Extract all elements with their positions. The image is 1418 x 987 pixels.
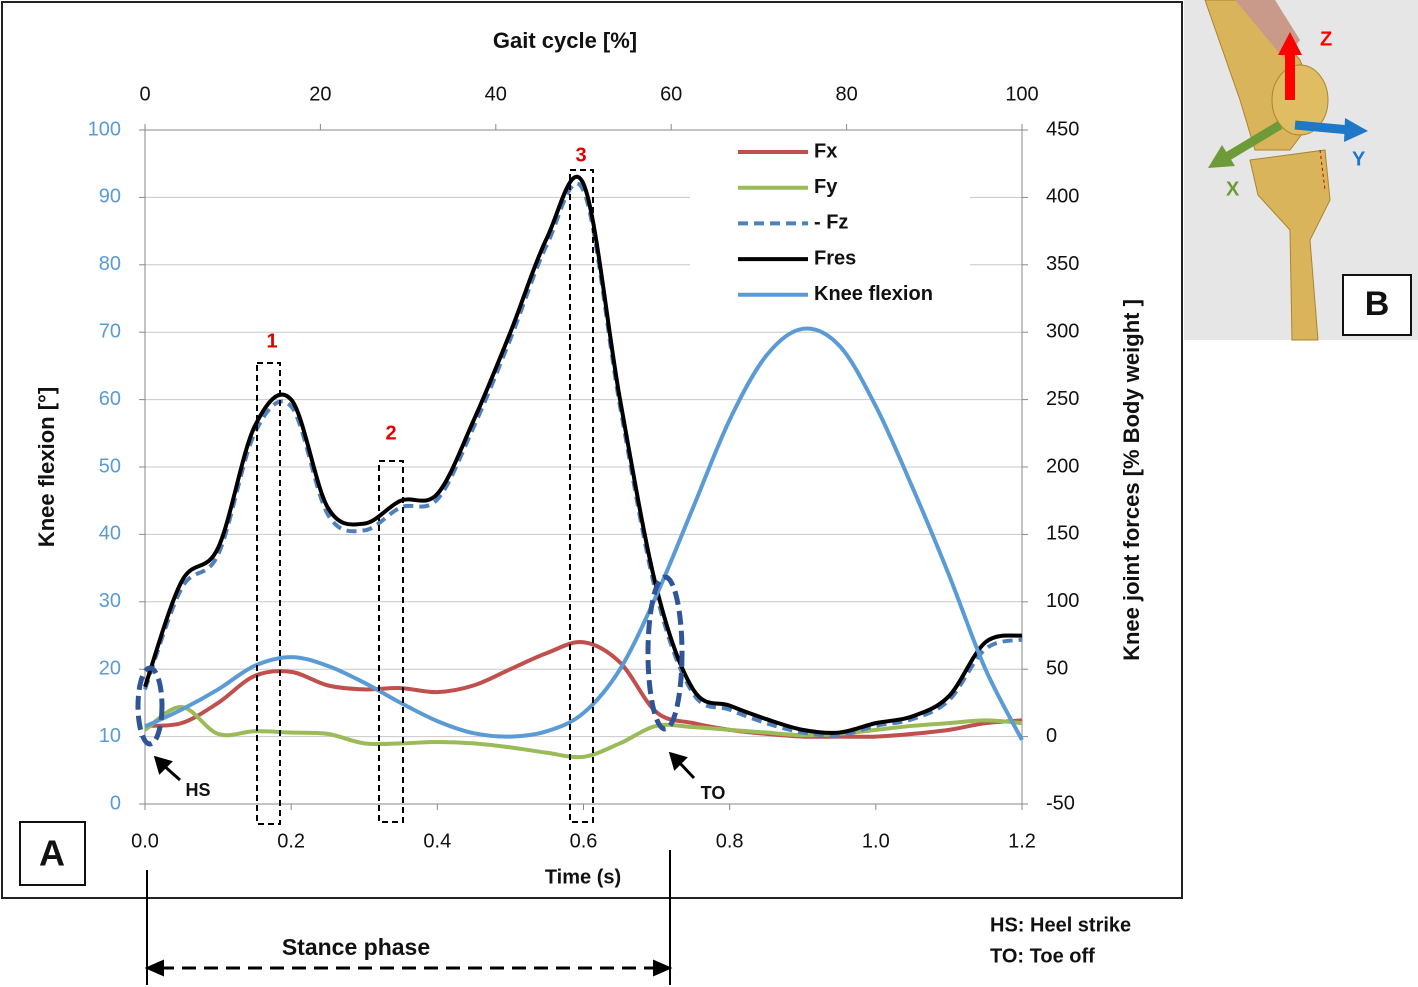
y2-tick-label: 50: [1046, 657, 1068, 679]
x2-tick-label: 80: [835, 83, 857, 105]
y-tick-label: 0: [110, 792, 121, 814]
legend-box: [690, 138, 970, 314]
series-line: [144, 640, 1023, 739]
panel-a-label: A: [39, 833, 65, 874]
x-tick-label: 0.8: [716, 830, 744, 852]
x-tick-label: 0.4: [423, 830, 451, 852]
series-line: [143, 704, 1023, 760]
to-label: TO: [701, 783, 726, 803]
series-line: [144, 326, 1024, 741]
y2-tick-label: 0: [1046, 725, 1057, 747]
y2-title: Knee joint forces [% Body weight ]: [1119, 299, 1144, 661]
axis-z: Z: [1320, 28, 1332, 50]
panel-b-label: B: [1365, 285, 1390, 323]
frame: [1, 1, 1183, 899]
peak-label: 2: [385, 422, 396, 444]
y-tick-label: 50: [99, 455, 121, 477]
peak-label: 1: [266, 330, 277, 352]
x2-tick-label: 60: [660, 83, 682, 105]
legend-label: Fres: [814, 247, 856, 269]
y2-tick-label: -50: [1046, 792, 1075, 814]
axis-x: X: [1226, 178, 1240, 200]
y2-tick-label: 150: [1046, 523, 1079, 545]
knee-illustration: [1184, 0, 1418, 341]
y-title: Knee flexion [°]: [34, 387, 59, 547]
x2-tick-label: 20: [309, 83, 331, 105]
series-line: [143, 181, 1023, 738]
y2-tick-label: 350: [1046, 253, 1079, 275]
legend-label: - Fz: [814, 212, 848, 234]
y-tick-label: 80: [99, 253, 121, 275]
y-tick-label: 30: [99, 590, 121, 612]
hs-label: HS: [185, 780, 210, 800]
x-title: Time (s): [545, 866, 621, 888]
axis-y: Y: [1352, 148, 1366, 170]
plot: 0102030405060708090100-50050100150200250…: [88, 83, 1080, 852]
y-tick-label: 60: [99, 388, 121, 410]
legend-label: Knee flexion: [814, 283, 933, 305]
series-line: [143, 174, 1023, 735]
x-tick-label: 0.6: [570, 830, 598, 852]
y-tick-label: 100: [88, 118, 121, 140]
legend-label: Fy: [814, 176, 838, 198]
x2-tick-label: 0: [139, 83, 150, 105]
x-tick-label: 0.0: [131, 830, 159, 852]
y2-tick-label: 100: [1046, 590, 1079, 612]
y-tick-label: 90: [99, 186, 121, 208]
event-ellipses: [135, 574, 685, 747]
note: TO: Toe off: [990, 945, 1095, 967]
stance-marker: [144, 850, 673, 985]
y2-tick-label: 300: [1046, 320, 1079, 342]
y-tick-label: 10: [99, 725, 121, 747]
y2-tick-label: 250: [1046, 388, 1079, 410]
y2-tick-label: 450: [1046, 118, 1079, 140]
note: HS: Heel strike: [990, 914, 1131, 936]
x2-tick-label: 100: [1005, 83, 1038, 105]
y-tick-label: 40: [99, 523, 121, 545]
peak-label: 3: [575, 144, 586, 166]
y-tick-label: 20: [99, 657, 121, 679]
x-tick-label: 1.2: [1008, 830, 1036, 852]
event-arrows: [153, 751, 696, 782]
x2-title: Gait cycle [%]: [493, 28, 637, 53]
y2-tick-label: 200: [1046, 455, 1079, 477]
legend-label: Fx: [814, 140, 837, 162]
stance-label: Stance phase: [282, 934, 430, 960]
y-tick-label: 70: [99, 320, 121, 342]
x-tick-label: 0.2: [277, 830, 305, 852]
highlights: [256, 169, 594, 825]
panel-a-box: [19, 821, 86, 886]
x-tick-label: 1.0: [862, 830, 890, 852]
x2-tick-label: 40: [485, 83, 507, 105]
y2-tick-label: 400: [1046, 186, 1079, 208]
